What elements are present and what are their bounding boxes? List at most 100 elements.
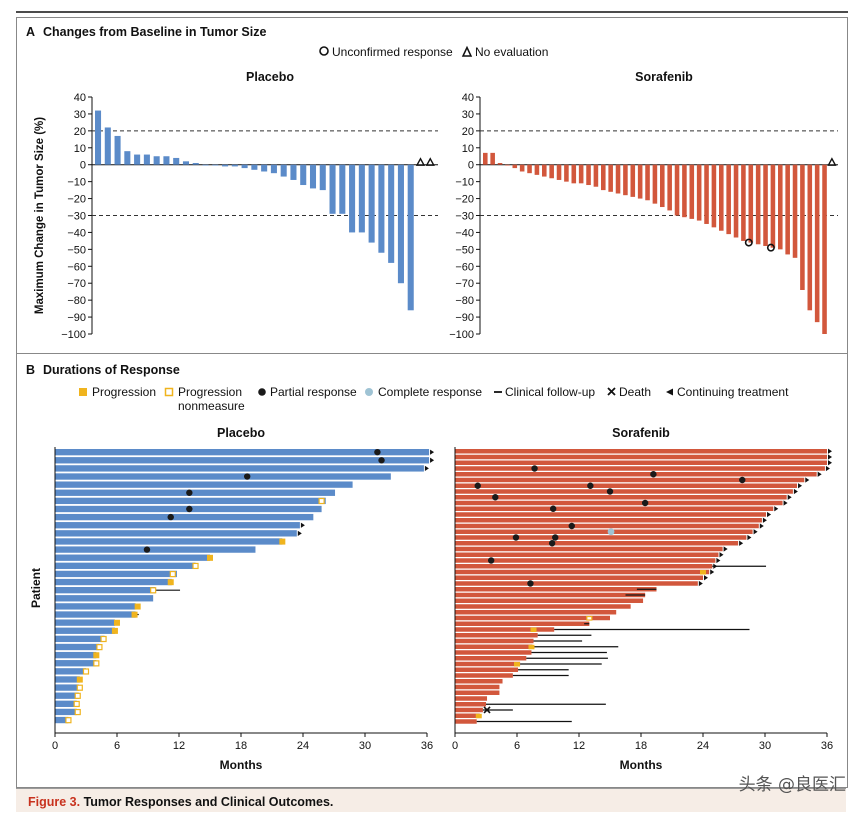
continuing-arrow [767,511,772,518]
bar [667,164,672,211]
duration-bar [55,489,336,496]
bar [726,164,731,235]
partial-response-marker [186,489,193,496]
duration-bar [455,604,631,609]
y-tick-label: 20 [74,126,86,138]
duration-bar [55,668,86,675]
bar [542,164,547,177]
bar [755,164,761,245]
death-marker [483,706,491,714]
progression-nonmeasure-marker [100,635,107,643]
bar [261,164,268,172]
bar [689,164,695,219]
x-tick-label: 12 [573,740,585,752]
bar [497,163,503,165]
duration-bar [55,513,314,521]
partial-response-marker [374,448,381,456]
bar [368,164,375,243]
continuing-arrow [739,540,744,546]
x-axis-label: Months [620,758,663,772]
duration-bar [455,661,521,667]
partial-response-marker [474,482,481,489]
partial-response-marker [549,505,557,512]
bar [814,164,820,323]
bar [124,151,131,165]
duration-bar [55,635,105,643]
duration-bar [455,673,513,678]
continuing-arrow [759,523,764,529]
y-tick-label: −40 [455,227,474,239]
duration-bar [55,700,77,707]
bar [104,127,111,165]
legend-complete: Complete response [378,385,482,399]
y-tick-label: −40 [67,227,86,239]
complete-response-marker [607,528,615,536]
duration-bar [55,562,196,569]
progression-marker [279,538,286,545]
duration-bar [455,667,519,672]
no-evaluation-marker [827,157,837,166]
x-tick-label: 30 [359,740,371,752]
x-tick-label: 0 [452,740,458,752]
y-tick-label: −80 [67,295,86,307]
duration-bar [455,690,500,695]
bar [534,164,540,175]
panel-b-frame [16,353,848,788]
continuing-arrow [716,557,721,564]
partial-response-marker [641,499,649,507]
bar [733,164,739,238]
duration-bar [455,460,827,465]
duration-bar [455,633,538,638]
duration-bar [455,523,759,529]
continuing-arrow [817,471,822,477]
x-tick-label: 24 [297,740,309,752]
bar [623,164,628,196]
panel-b-title: Durations of Response [43,363,180,377]
bar [182,161,190,165]
duration-bar [55,530,297,537]
y-tick-label: 40 [74,92,86,104]
y-tick-label: 10 [462,143,474,155]
duration-bar [55,676,80,683]
x-tick-label: 12 [173,740,185,752]
bar [490,152,495,165]
continuing-arrow [719,552,724,558]
progression-marker [530,627,537,633]
chart-title: Sorafenib [635,70,693,84]
bar [586,164,591,186]
bar [645,164,650,201]
figure-caption: Figure 3. Tumor Responses and Clinical O… [16,788,846,812]
complete-response-legend-icon [365,388,373,396]
y-axis-label: Maximum Change in Tumor Size (%) [34,117,46,314]
bar [792,164,798,258]
duration-bar [455,529,753,534]
partial-response-marker [568,522,575,530]
progression-marker [700,570,706,575]
legend-unconfirmed: Unconfirmed response [332,45,453,59]
bar [153,156,160,165]
progression-marker [111,627,118,634]
bar [519,164,525,172]
bar [95,110,102,165]
duration-bar [55,522,300,529]
continuing-arrow [704,575,708,581]
bar [564,164,569,182]
y-tick-label: −30 [455,211,474,223]
chart-title: Sorafenib [612,426,670,440]
progression-nonmeasure-marker [169,570,176,578]
duration-bar [455,679,503,684]
y-tick-label: −20 [455,194,474,206]
bar [704,164,709,224]
bar [202,164,209,166]
y-tick-label: −70 [455,278,474,290]
duration-bar [455,638,534,644]
bar [231,164,238,167]
bar [593,164,599,187]
x-tick-label: 0 [52,740,58,752]
duration-bar [455,702,486,707]
continuing-arrow [762,517,767,523]
bar [309,164,317,189]
y-tick-label: −100 [61,329,86,341]
duration-bar [455,656,527,661]
bar [134,154,141,165]
